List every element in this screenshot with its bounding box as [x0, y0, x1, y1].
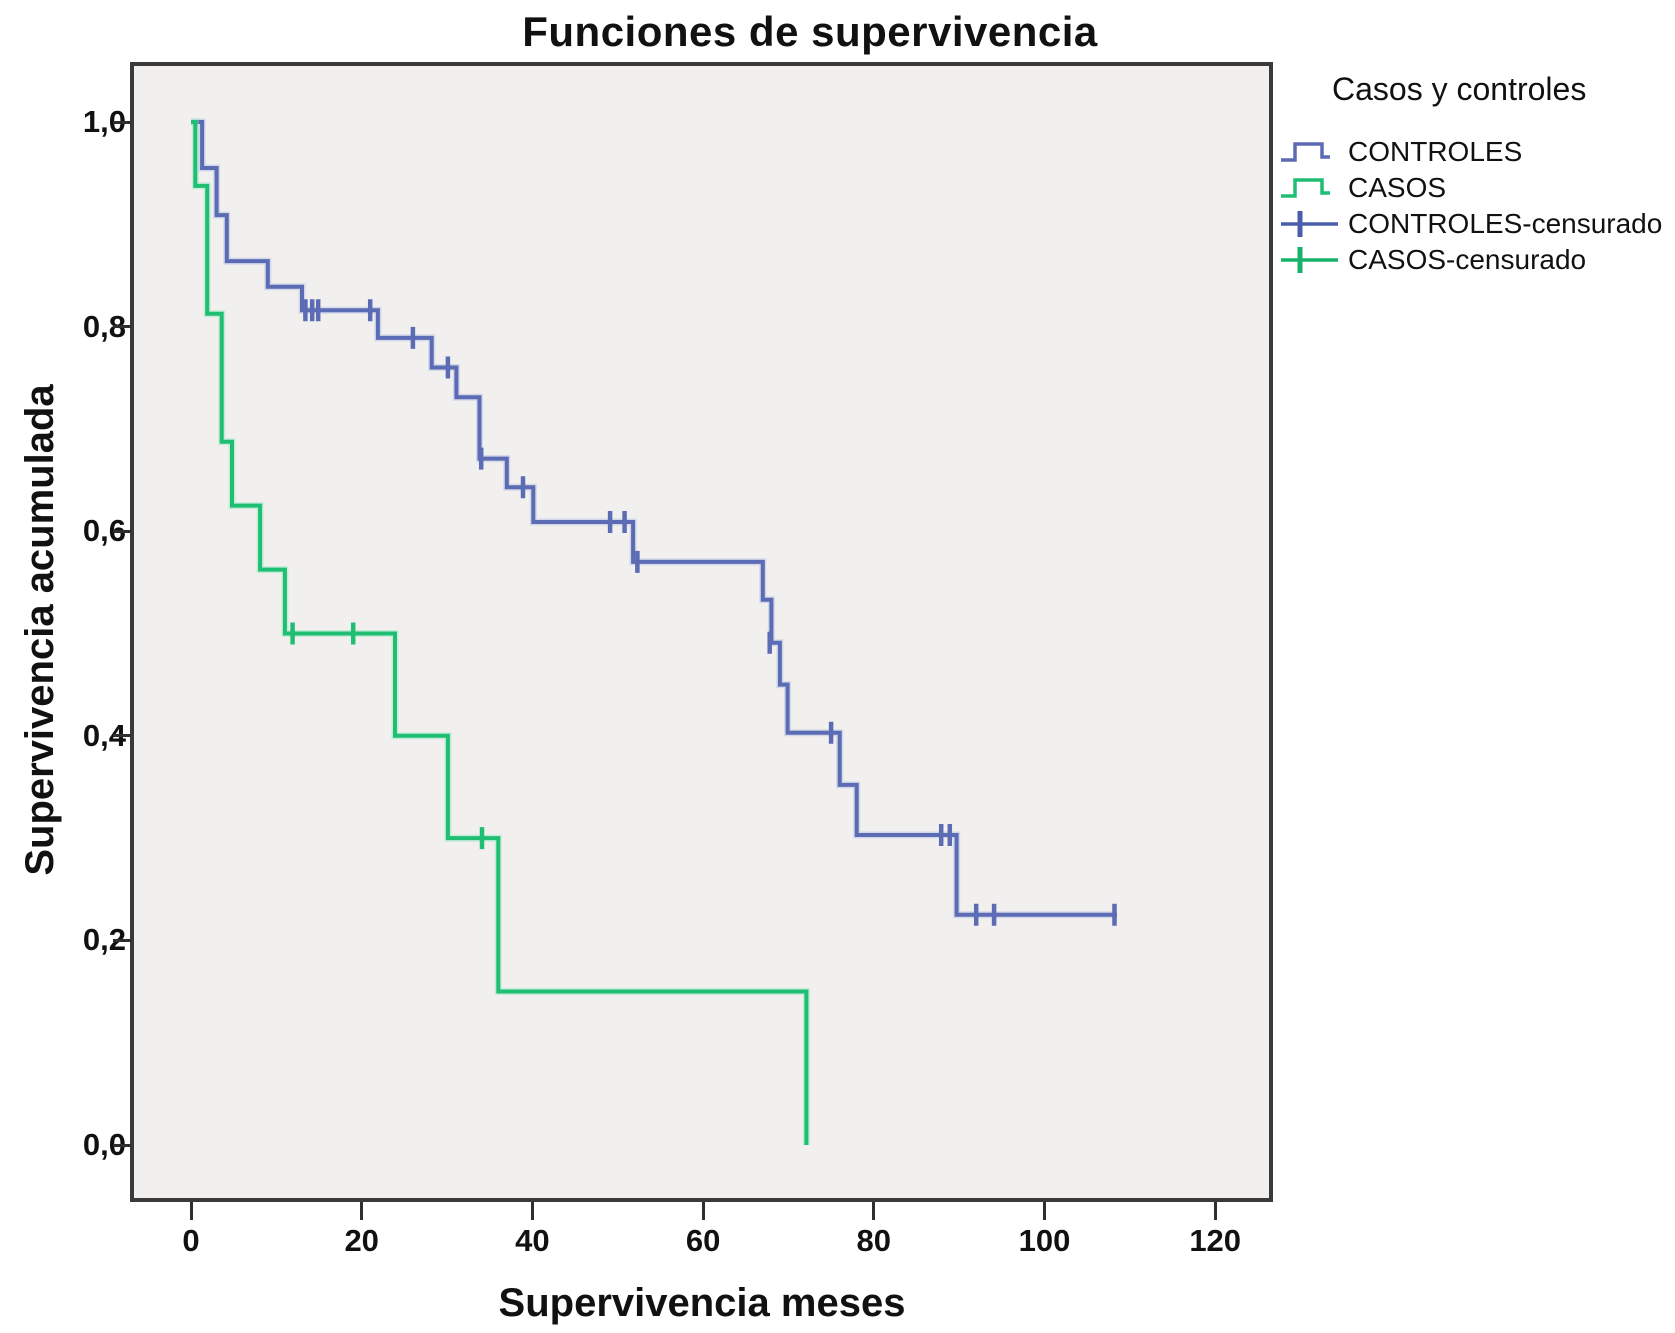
y-tick-label: 0,6 — [82, 513, 126, 549]
x-axis-label: Supervivencia meses — [498, 1281, 906, 1325]
x-tick-mark — [1043, 1202, 1046, 1220]
plot-area — [130, 62, 1273, 1202]
legend-item-label: CONTROLES-censurado — [1348, 208, 1663, 239]
y-tick-label: 0,0 — [82, 1127, 126, 1162]
x-tick-mark — [701, 1202, 705, 1220]
y-tick-mark — [113, 1143, 131, 1147]
legend-item-controles: CONTROLES — [1280, 134, 1672, 170]
x-tick-label: 0 — [182, 1223, 200, 1258]
x-tick-mark — [872, 1202, 876, 1220]
y-tick-label: 0,2 — [82, 922, 126, 958]
x-tick-label: 100 — [1018, 1223, 1071, 1258]
legend-item-label: CASOS-censurado — [1348, 244, 1587, 275]
x-tick-mark — [189, 1202, 193, 1220]
legend-censor-sample-icon — [1281, 211, 1338, 237]
legend-line-sample-icon — [1281, 142, 1330, 162]
y-tick-mark — [113, 120, 131, 124]
y-tick-mark — [113, 734, 131, 738]
legend-item-label: CONTROLES — [1348, 136, 1523, 167]
chart-title: Funciones de supervivencia — [522, 8, 1098, 55]
legend-line-sample-icon — [1281, 178, 1330, 198]
y-axis-label: Supervivencia acumulada — [18, 384, 62, 876]
y-tick-mark — [113, 325, 131, 329]
legend-item-controles-censurado: CONTROLES-censurado — [1280, 206, 1672, 242]
x-tick-label: 80 — [856, 1223, 892, 1258]
legend-item-casos-censurado: CASOS-censurado — [1280, 242, 1672, 278]
x-tick-mark — [530, 1202, 534, 1220]
y-tick-mark — [113, 529, 131, 533]
y-tick-mark — [113, 938, 131, 942]
legend-title: Casos y controles — [1332, 71, 1587, 107]
legend-censor-sample-icon — [1281, 247, 1338, 273]
x-tick-label: 60 — [685, 1223, 721, 1258]
legend-item-casos: CASOS — [1280, 170, 1672, 206]
x-tick-label: 20 — [344, 1223, 379, 1258]
x-tick-label: 40 — [515, 1223, 550, 1258]
y-tick-label: 0,4 — [82, 717, 126, 753]
x-tick-label: 120 — [1189, 1223, 1242, 1258]
x-tick-mark — [1213, 1202, 1217, 1220]
legend-item-label: CASOS — [1348, 172, 1447, 203]
legend-items: CONTROLES CASOS CONTROLES-censurado CASOS-c… — [1280, 134, 1672, 278]
legend: Casos y controles CONTROLES CASOS CONTROLE… — [1280, 70, 1672, 278]
x-tick-mark — [360, 1202, 364, 1220]
y-tick-label: 0,8 — [82, 308, 126, 344]
y-tick-label: 1,0 — [82, 104, 126, 139]
